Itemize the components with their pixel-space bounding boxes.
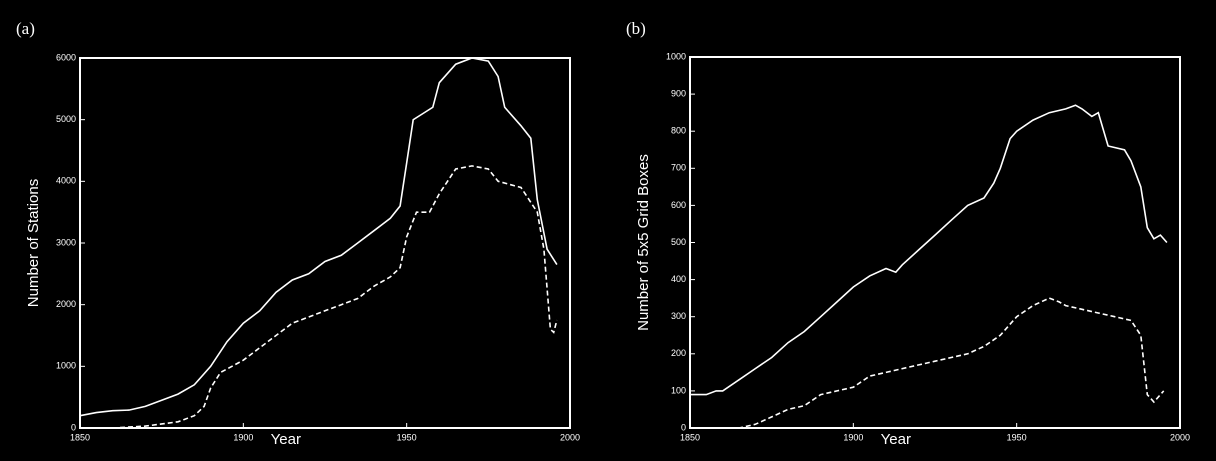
panel-label: (a) <box>16 19 35 38</box>
x-tick-label: 1900 <box>233 432 253 442</box>
y-tick-label: 200 <box>671 348 686 358</box>
plot-frame <box>79 57 571 429</box>
y-tick-label: 800 <box>671 126 686 136</box>
data-line <box>80 165 558 429</box>
y-tick-label: 1000 <box>56 361 76 371</box>
data-line <box>690 104 1168 396</box>
y-tick-label: 100 <box>671 385 686 395</box>
x-tick-label: 2000 <box>1170 432 1190 442</box>
panel-label: (b) <box>626 19 646 38</box>
y-tick-label: 2000 <box>56 299 76 309</box>
y-tick-label: 4000 <box>56 176 76 186</box>
y-tick-label: 0 <box>71 422 76 432</box>
y-tick-label: 3000 <box>56 237 76 247</box>
x-tick-label: 1850 <box>680 432 700 442</box>
x-tick-label: 2000 <box>560 432 580 442</box>
y-axis-label: Number of Stations <box>25 179 42 307</box>
y-tick-label: 6000 <box>56 52 76 62</box>
x-tick-label: 1950 <box>1007 432 1027 442</box>
x-axis-label: Year <box>271 431 301 448</box>
y-tick-label: 400 <box>671 274 686 284</box>
x-axis-label: Year <box>881 431 911 448</box>
plot-frame <box>689 56 1181 429</box>
x-tick-label: 1850 <box>70 432 90 442</box>
y-tick-label: 600 <box>671 200 686 210</box>
y-tick-label: 1000 <box>666 51 686 61</box>
y-tick-label: 900 <box>671 88 686 98</box>
x-tick-label: 1950 <box>397 432 417 442</box>
data-line <box>79 57 558 417</box>
y-tick-label: 700 <box>671 163 686 173</box>
y-tick-label: 5000 <box>56 114 76 124</box>
y-tick-label: 500 <box>671 237 686 247</box>
data-line <box>690 297 1165 429</box>
y-axis-label: Number of 5x5 Grid Boxes <box>635 154 652 331</box>
y-tick-label: 300 <box>671 311 686 321</box>
y-tick-label: 0 <box>681 422 686 432</box>
x-tick-label: 1900 <box>843 432 863 442</box>
